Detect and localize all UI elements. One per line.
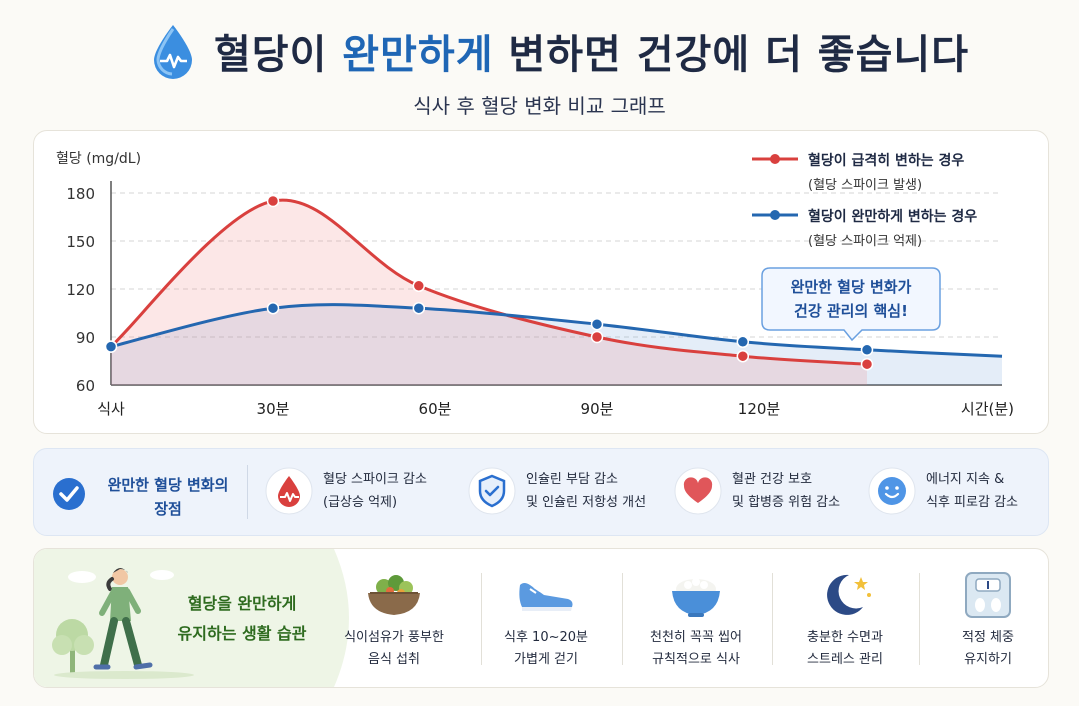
legend-note: (혈당 스파이크 억제) <box>808 234 922 249</box>
benefit-3-line1: 혈관 건강 보호 <box>732 472 813 487</box>
benefit-4-line1: 에너지 지속 & <box>926 472 1005 487</box>
x-tick-label: 30분 <box>257 400 290 418</box>
data-point <box>266 194 280 208</box>
habit-2-line1: 식후 10~20분 <box>504 630 588 645</box>
y-tick-label: 150 <box>66 233 95 251</box>
habit-5-line2: 유지하기 <box>964 652 1012 667</box>
benefits-divider <box>247 465 248 519</box>
rice-bowl-icon <box>672 578 720 617</box>
data-point <box>412 279 426 293</box>
benefit-item-energy: 에너지 지속 & 식후 피로감 감소 <box>868 467 1018 515</box>
data-point <box>860 357 874 371</box>
benefits-title: 완만한 혈당 변화의 장점 <box>107 476 229 518</box>
legend-marker <box>770 154 780 164</box>
benefits-panel: 완만한 혈당 변화의 장점 혈당 스파이크 감소 (급상승 억제) 인슐린 부담 … <box>33 448 1049 536</box>
habit-4-line1: 충분한 수면과 <box>807 630 883 645</box>
y-tick-label: 180 <box>66 185 95 203</box>
series-area <box>111 200 867 385</box>
title-part2: 변하면 건강에 더 좋습니다 <box>493 32 970 78</box>
habit-divider <box>481 573 482 665</box>
y-tick-label: 90 <box>76 329 95 347</box>
habit-divider <box>919 573 920 665</box>
benefit-1-line2: (급상승 억제) <box>323 495 398 510</box>
sneaker-icon <box>519 583 573 611</box>
chart-subtitle: 식사 후 혈당 변화 비교 그래프 <box>413 94 666 118</box>
habit-1-line2: 음식 섭취 <box>368 652 420 667</box>
habits-title: 혈당을 완만하게 유지하는 생활 습관 <box>177 594 307 643</box>
chart-card: 60 90 120 150 180 혈당 (mg/dL) 식사 30분 60분 90분 120분 시간… <box>33 130 1049 434</box>
series-area <box>111 304 1002 385</box>
data-point <box>590 330 604 344</box>
x-tick-label: 60분 <box>419 400 452 418</box>
page-title: 혈당이 완만하게 변하면 건강에 더 좋습니다 <box>214 22 969 80</box>
legend-marker <box>770 210 780 220</box>
benefit-2-line1: 인슐린 부담 감소 <box>526 472 618 487</box>
habit-3-line1: 천천히 꼭꼭 씹어 <box>650 630 742 645</box>
data-point <box>736 349 750 363</box>
habit-divider <box>622 573 623 665</box>
benefit-4-line2: 식후 피로감 감소 <box>926 495 1018 510</box>
x-tick-label: 시간(분) <box>961 400 1014 418</box>
blood-drop-icon <box>153 25 192 79</box>
annotation-callout <box>761 267 941 342</box>
data-point <box>266 301 280 315</box>
legend-note: (혈당 스파이크 발생) <box>808 178 922 193</box>
blood-drop-pulse-icon <box>265 467 313 515</box>
blood-sugar-chart: 60 90 120 150 180 혈당 (mg/dL) 식사 30분 60분 90분 120분 시간… <box>56 151 1014 418</box>
title-row: 혈당이 완만하게 변하면 건강에 더 좋습니다 <box>0 22 1079 80</box>
heart-icon <box>674 467 722 515</box>
x-tick-label: 90분 <box>581 400 614 418</box>
x-tick-label: 120분 <box>738 400 781 418</box>
habit-2-line2: 가볍게 걷기 <box>514 652 578 667</box>
y-tick-label: 120 <box>66 281 95 299</box>
habit-4-line2: 스트레스 관리 <box>807 652 883 667</box>
legend-label: 혈당이 급격히 변하는 경우 <box>808 152 964 169</box>
benefit-3-line2: 및 합병증 위험 감소 <box>732 495 841 510</box>
data-point <box>736 335 750 349</box>
benefits-header: 완만한 혈당 변화의 장점 <box>52 473 238 521</box>
habit-5-line1: 적정 체중 <box>962 630 1014 645</box>
scale-icon <box>965 572 1011 618</box>
annotation-text: 완만한 혈당 변화가 <box>791 278 912 296</box>
benefit-1-line1: 혈당 스파이크 감소 <box>323 472 427 487</box>
title-part1: 혈당이 <box>213 32 343 78</box>
data-point <box>860 343 874 357</box>
x-tick-label: 식사 <box>97 400 125 418</box>
y-tick-label: 60 <box>76 377 95 395</box>
salad-bowl-icon <box>368 575 420 615</box>
data-point <box>412 301 426 315</box>
walking-person-illustration <box>34 549 349 687</box>
benefit-item-spike: 혈당 스파이크 감소 (급상승 억제) <box>265 467 427 515</box>
data-point <box>104 340 118 353</box>
moon-stars-icon <box>827 574 871 615</box>
habit-3-line2: 규칙적으로 식사 <box>652 652 740 667</box>
legend-label: 혈당이 완만하게 변하는 경우 <box>808 208 977 225</box>
annotation-text: 건강 관리의 핵심! <box>794 302 908 320</box>
y-axis-label: 혈당 (mg/dL) <box>56 151 141 167</box>
smile-icon <box>868 467 916 515</box>
check-circle-icon <box>53 478 85 510</box>
shield-check-icon <box>468 467 516 515</box>
habit-divider <box>772 573 773 665</box>
title-highlight: 완만하게 <box>342 32 494 78</box>
benefit-2-line2: 및 인슐린 저항성 개선 <box>526 495 647 510</box>
data-point <box>590 317 604 331</box>
habit-1-line1: 식이섬유가 풍부한 <box>344 630 444 645</box>
